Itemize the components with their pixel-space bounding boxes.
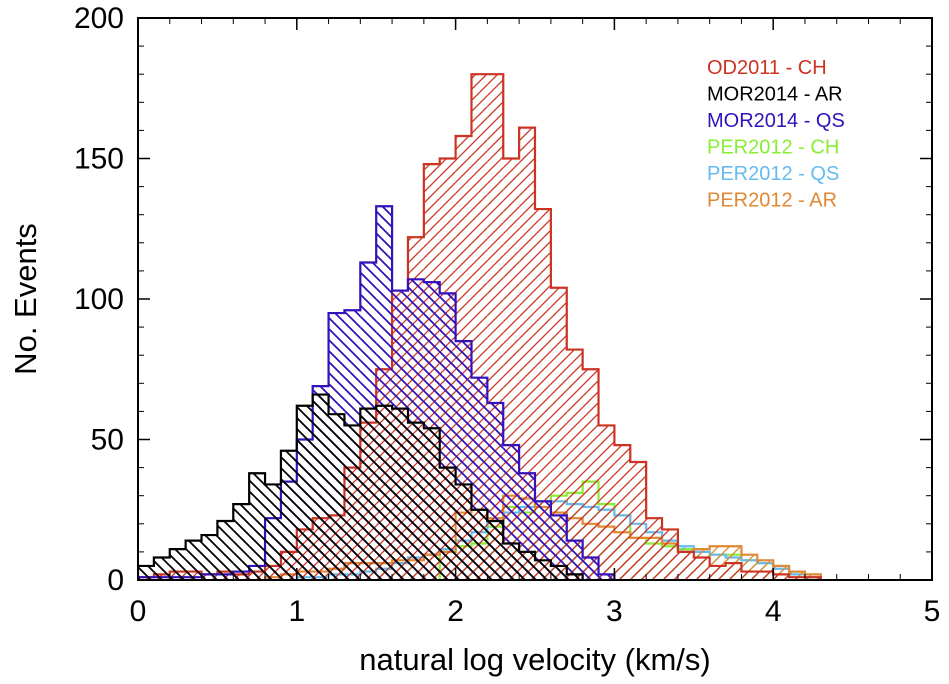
bar-od2011-ch-39 — [757, 571, 774, 580]
bar-od2011-ch-33 — [662, 529, 678, 580]
x-tick-label: 4 — [765, 595, 782, 628]
legend-entry-per2012-ch: PER2012 - CH — [707, 137, 839, 159]
bar-mor2014-qs-27 — [566, 540, 583, 580]
bar-od2011-ch-27 — [566, 349, 583, 580]
bar-mor2014-ar-20 — [455, 484, 472, 580]
bar-mor2014-ar-2 — [169, 549, 186, 580]
series-layer — [138, 73, 822, 580]
bar-mor2014-ar-1 — [153, 557, 170, 580]
bar-mor2014-ar-13 — [344, 425, 361, 580]
bar-od2011-ch-41 — [789, 577, 805, 580]
bar-mor2014-ar-12 — [328, 414, 345, 580]
bar-mor2014-ar-8 — [265, 484, 281, 580]
x-tick-label: 0 — [130, 595, 147, 628]
bar-mor2014-ar-21 — [471, 509, 488, 580]
bar-od2011-ch-24 — [519, 127, 535, 580]
bar-mor2014-ar-6 — [233, 504, 250, 580]
legend-entry-od2011-ch: OD2011 - CH — [707, 57, 827, 79]
bar-mor2014-ar-17 — [407, 422, 424, 580]
bar-od2011-ch-38 — [741, 571, 758, 580]
bar-per2012-ar-33 — [789, 571, 805, 580]
bar-mor2014-ar-24 — [519, 551, 535, 580]
bar-mor2014-ar-4 — [201, 535, 218, 580]
bar-mor2014-qs-28 — [582, 557, 599, 580]
x-tick-label: 2 — [447, 595, 464, 628]
y-tick-label: 150 — [74, 143, 124, 176]
legend: OD2011 - CH MOR2014 - AR MOR2014 - QS PER20… — [707, 57, 845, 212]
bar-mor2014-ar-3 — [185, 540, 202, 580]
bar-mor2014-qs-29 — [598, 574, 615, 580]
series-mor2014-ar — [138, 393, 584, 580]
legend-entry-per2012-ar: PER2012 - AR — [707, 190, 837, 212]
bar-od2011-ch-37 — [725, 563, 742, 580]
bar-mor2014-ar-0 — [138, 565, 154, 580]
y-tick-label: 100 — [74, 283, 124, 316]
bar-od2011-ch-28 — [582, 369, 599, 580]
x-tick-label: 1 — [288, 595, 305, 628]
bar-od2011-ch-26 — [550, 287, 567, 580]
bar-mor2014-ar-14 — [360, 408, 377, 580]
bar-mor2014-ar-5 — [217, 520, 234, 580]
bar-mor2014-ar-27 — [566, 574, 583, 580]
legend-entry-mor2014-qs: MOR2014 - QS — [707, 110, 845, 132]
bar-od2011-ch-29 — [598, 425, 615, 580]
bar-mor2014-ar-9 — [280, 450, 297, 580]
bar-mor2014-qs-26 — [550, 515, 567, 580]
bar-mor2014-ar-22 — [487, 520, 504, 580]
bar-mor2014-ar-19 — [439, 467, 456, 580]
bar-od2011-ch-40 — [773, 574, 790, 580]
bar-mor2014-ar-15 — [376, 405, 393, 580]
bar-od2011-ch-42 — [804, 577, 821, 580]
x-axis-title: natural log velocity (km/s) — [359, 642, 710, 677]
x-tick-label: 3 — [606, 595, 623, 628]
bar-mor2014-ar-18 — [423, 428, 440, 580]
x-tick-label: 5 — [924, 595, 941, 628]
bar-od2011-ch-30 — [614, 445, 631, 580]
bar-mor2014-ar-7 — [249, 473, 266, 580]
legend-entry-per2012-qs: PER2012 - QS — [707, 163, 839, 185]
bar-od2011-ch-34 — [677, 551, 694, 580]
bar-mor2014-ar-25 — [535, 560, 551, 580]
bar-od2011-ch-35 — [693, 557, 710, 580]
y-tick-label: 50 — [91, 424, 124, 457]
bar-mor2014-ar-16 — [392, 408, 408, 580]
bar-od2011-ch-36 — [709, 565, 726, 580]
y-tick-label: 0 — [107, 564, 124, 597]
y-axis-title: No. Events — [8, 223, 43, 375]
bar-mor2014-ar-11 — [312, 394, 329, 580]
bar-od2011-ch-31 — [630, 461, 647, 580]
y-tick-label: 200 — [74, 2, 124, 35]
bar-od2011-ch-25 — [535, 209, 551, 580]
bar-mor2014-ar-26 — [550, 565, 567, 580]
outline-mor2014-ar — [138, 393, 584, 580]
bar-mor2014-ar-23 — [503, 543, 520, 580]
bar-od2011-ch-32 — [646, 518, 663, 580]
legend-entry-mor2014-ar: MOR2014 - AR — [707, 84, 843, 106]
bar-mor2014-ar-10 — [296, 405, 313, 580]
